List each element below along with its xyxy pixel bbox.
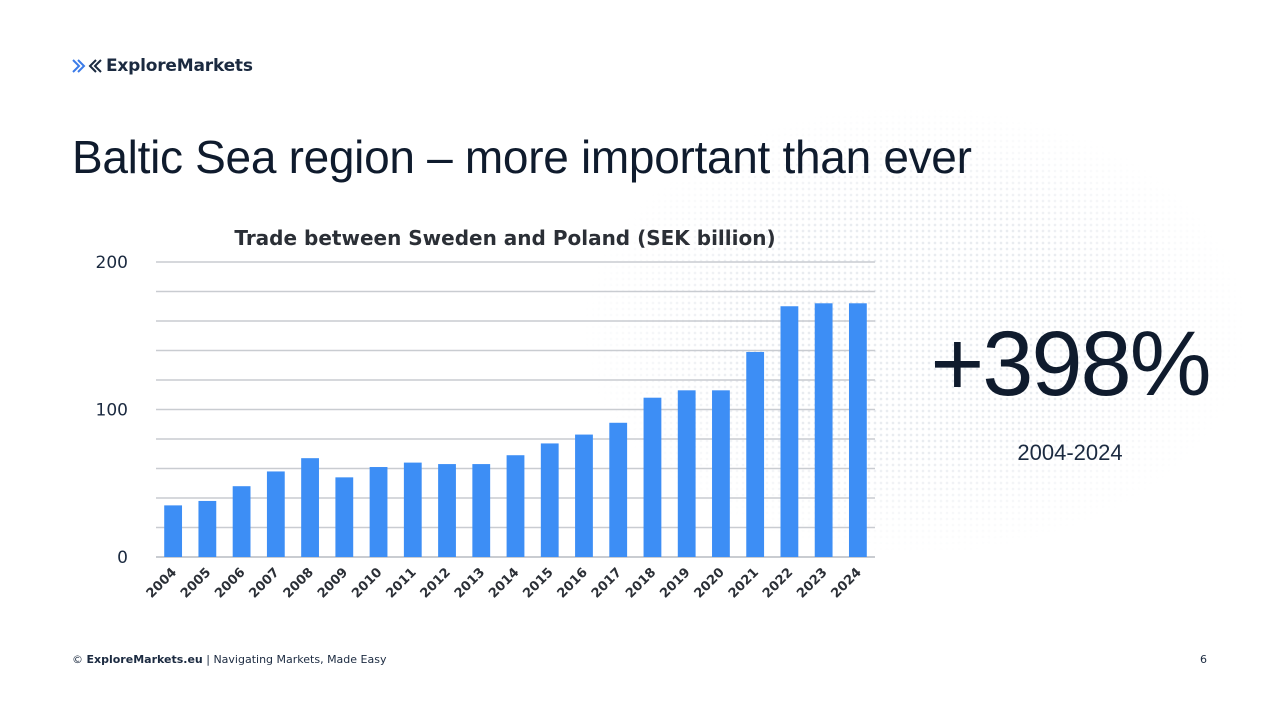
- chart-title: Trade between Sweden and Poland (SEK bil…: [234, 226, 775, 250]
- x-tick-label-2008: 2008: [281, 565, 317, 601]
- bar-2014: [506, 455, 525, 557]
- x-tick-label-2010: 2010: [349, 565, 385, 601]
- y-tick-label: 0: [117, 548, 128, 568]
- bars: [164, 303, 867, 557]
- bar-2019: [677, 390, 696, 557]
- chevron-arrows-icon: [72, 59, 102, 73]
- x-axis-ticks: 2004200520062007200820092010201120122013…: [144, 565, 865, 601]
- x-tick-label-2009: 2009: [315, 565, 351, 601]
- bar-2008: [301, 458, 319, 557]
- x-tick-label-2022: 2022: [760, 565, 796, 601]
- bar-2006: [232, 486, 251, 557]
- bar-2005: [198, 500, 217, 557]
- brand-logo: ExploreMarkets: [72, 56, 253, 76]
- x-tick-label-2012: 2012: [418, 565, 454, 601]
- footer: © ExploreMarkets.eu | Navigating Markets…: [72, 653, 386, 666]
- growth-stat-period: 2004-2024: [1017, 440, 1123, 465]
- x-tick-label-2005: 2005: [178, 565, 214, 601]
- bar-2020: [712, 390, 730, 557]
- bar-2016: [575, 434, 593, 557]
- bar-2004: [164, 505, 183, 557]
- x-tick-label-2024: 2024: [829, 565, 865, 601]
- x-tick-label-2015: 2015: [520, 565, 556, 601]
- y-tick-label: 200: [96, 253, 128, 273]
- bar-2015: [540, 443, 559, 557]
- footer-tagline: | Navigating Markets, Made Easy: [206, 653, 387, 666]
- x-tick-label-2011: 2011: [383, 565, 419, 601]
- bar-2024: [848, 303, 867, 557]
- bar-2022: [780, 306, 799, 557]
- bar-2018: [643, 397, 662, 557]
- y-tick-label: 100: [96, 401, 128, 421]
- x-tick-label-2006: 2006: [212, 565, 248, 601]
- bar-2010: [369, 467, 388, 557]
- bar-2021: [746, 351, 765, 557]
- x-tick-label-2017: 2017: [589, 565, 625, 601]
- bar-2023: [814, 303, 833, 557]
- x-tick-label-2023: 2023: [794, 565, 830, 601]
- x-tick-label-2004: 2004: [144, 565, 180, 601]
- page-title: Baltic Sea region – more important than …: [72, 131, 972, 183]
- x-tick-label-2016: 2016: [555, 565, 591, 601]
- x-tick-label-2018: 2018: [623, 565, 659, 601]
- bar-2012: [438, 464, 456, 557]
- page-number: 6: [1200, 653, 1207, 666]
- brand-name: ExploreMarkets: [106, 56, 253, 76]
- bar-2009: [335, 477, 354, 557]
- copyright-symbol: ©: [72, 653, 83, 666]
- x-tick-label-2013: 2013: [452, 565, 488, 601]
- footer-site: ExploreMarkets.eu: [86, 653, 203, 666]
- x-tick-label-2021: 2021: [726, 565, 762, 601]
- bar-chart: Trade between Sweden and Poland (SEK bil…: [96, 226, 875, 601]
- x-tick-label-2014: 2014: [486, 565, 522, 601]
- bar-2013: [472, 464, 491, 557]
- x-tick-label-2007: 2007: [246, 565, 282, 601]
- x-tick-label-2020: 2020: [692, 565, 728, 601]
- growth-stat-value: +398%: [930, 313, 1211, 415]
- bar-2011: [403, 462, 422, 557]
- bar-2007: [266, 471, 285, 557]
- bar-2017: [609, 422, 628, 557]
- x-tick-label-2019: 2019: [657, 565, 693, 601]
- y-axis-ticks: 0 100 200: [96, 253, 128, 568]
